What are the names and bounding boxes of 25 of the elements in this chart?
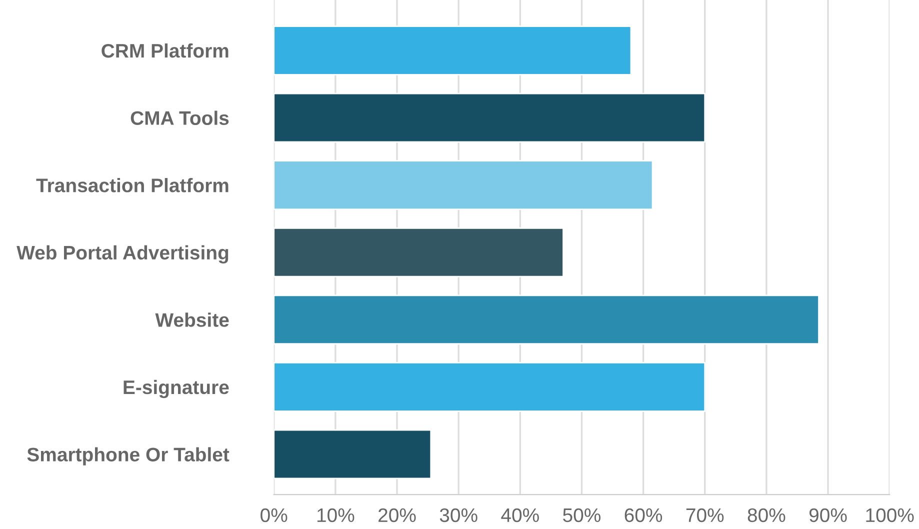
y-tick-label: Transaction Platform — [36, 178, 228, 192]
y-tick-label: Smartphone Or Tablet — [27, 447, 230, 466]
y-tick-label: E-signature — [124, 380, 229, 398]
x-tick-label: 100% — [866, 508, 914, 522]
x-tick-label: 90% — [809, 508, 847, 522]
x-tick-label: 30% — [440, 508, 478, 522]
y-tick-label: Web Portal Advertising — [16, 245, 228, 264]
bar — [274, 160, 654, 210]
bar — [274, 26, 632, 76]
y-tick-label: CMA Tools — [130, 110, 229, 125]
bar — [274, 92, 706, 143]
bar — [274, 429, 432, 480]
bar — [274, 227, 564, 278]
y-tick-label: Website — [155, 312, 229, 327]
bar — [274, 294, 820, 345]
y-tick-label: CRM Platform — [102, 43, 228, 58]
x-tick-label: 10% — [317, 508, 354, 522]
x-tick-label: 40% — [501, 508, 539, 522]
x-tick-label: 80% — [748, 508, 786, 522]
bar — [274, 362, 706, 412]
x-tick-label: 60% — [624, 508, 662, 522]
x-tick-label: 50% — [563, 508, 600, 522]
x-tick-label: 70% — [686, 508, 724, 522]
x-tick-label: 20% — [378, 508, 416, 522]
x-tick-label: 0% — [260, 508, 288, 522]
